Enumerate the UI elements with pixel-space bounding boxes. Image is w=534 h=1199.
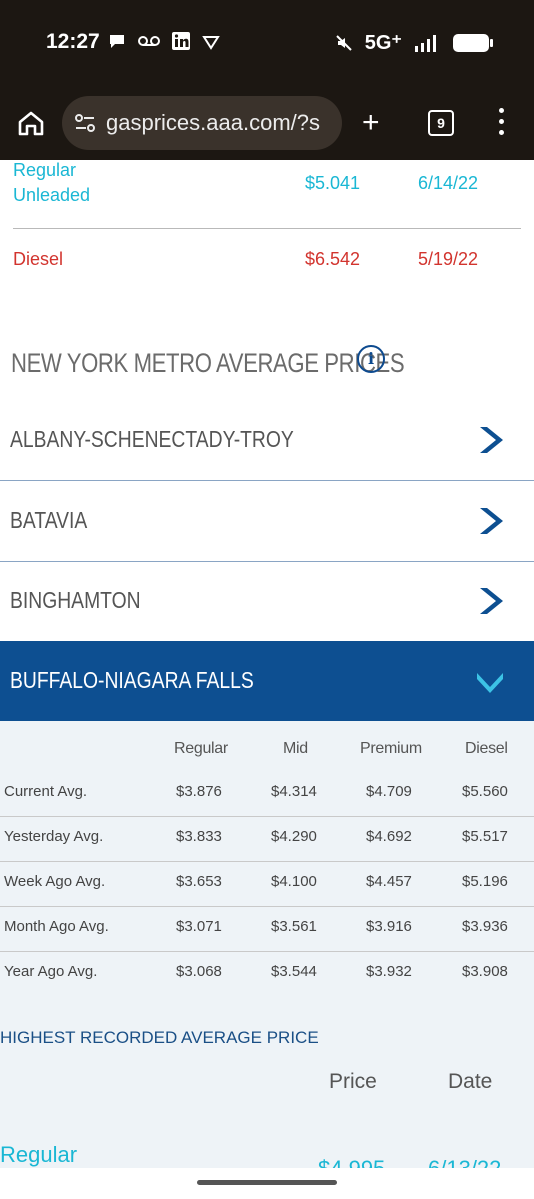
notification-icons (108, 32, 220, 50)
highest-recorded-heading: HIGHEST RECORDED AVERAGE PRICE (0, 1028, 319, 1047)
battery-icon (453, 33, 493, 52)
col-header-mid: Mid (283, 740, 308, 757)
divider (13, 228, 521, 229)
table-cell: $5.196 (462, 873, 508, 890)
metro-item-label: BUFFALO-NIAGARA FALLS (10, 667, 254, 693)
site-settings-icon[interactable] (72, 110, 98, 136)
table-row-label: Week Ago Avg. (4, 873, 106, 890)
fuel-price-diesel: $6.542 (305, 249, 361, 269)
table-cell: $3.561 (271, 918, 317, 935)
row-divider (0, 861, 534, 862)
fuel-name-line1: Regular (13, 160, 77, 180)
table-cell: $3.876 (176, 783, 222, 800)
url-text[interactable]: gasprices.aaa.com/?s (106, 110, 320, 135)
row-divider (0, 816, 534, 817)
gesture-nav-bar (0, 1168, 534, 1199)
fuel-date-regular: 6/14/22 (418, 173, 479, 193)
metro-item-batavia[interactable]: BATAVIA (0, 481, 534, 562)
new-tab-icon[interactable]: + (362, 106, 380, 139)
metro-item-binghamton[interactable]: BINGHAMTON (0, 561, 534, 642)
row-divider (0, 906, 534, 907)
metro-item-label: BATAVIA (10, 507, 88, 533)
address-bar[interactable]: gasprices.aaa.com/?s (62, 96, 342, 150)
table-row-label: Current Avg. (4, 783, 88, 800)
overflow-menu-icon[interactable] (498, 108, 506, 138)
info-icon[interactable]: i (357, 345, 385, 373)
row-divider (0, 951, 534, 952)
browser-toolbar: gasprices.aaa.com/?s + 9 (0, 88, 534, 160)
home-gesture-handle[interactable] (197, 1180, 337, 1185)
status-bar: 12:27 5G⁺ (0, 0, 534, 88)
status-time: 12:27 (46, 30, 100, 53)
metro-item-label: ALBANY-SCHENECTADY-TROY (10, 426, 294, 452)
chevron-right-icon (480, 427, 503, 453)
table-cell: $4.290 (271, 828, 317, 845)
metro-item-albany[interactable]: ALBANY-SCHENECTADY-TROY (0, 400, 534, 481)
fuel-date-diesel: 5/19/22 (418, 249, 479, 269)
message-icon (110, 35, 124, 48)
table-cell: $4.709 (366, 783, 412, 800)
table-cell: $3.916 (366, 918, 412, 935)
table-cell: $3.936 (462, 918, 508, 935)
tab-switcher-button[interactable]: 9 (428, 110, 454, 136)
highest-regular-label: Regular (0, 1142, 78, 1167)
col-header-premium: Premium (360, 740, 422, 757)
linkedin-icon (172, 32, 190, 50)
chevron-down-icon (477, 673, 503, 693)
table-cell: $3.833 (176, 828, 222, 845)
table-cell: $3.908 (462, 963, 508, 980)
metro-item-buffalo[interactable]: BUFFALO-NIAGARA FALLS (0, 641, 534, 721)
fuel-name-regular: Regular Unleaded (13, 158, 90, 208)
col-header-date: Date (448, 1070, 493, 1093)
table-cell: $5.560 (462, 783, 508, 800)
home-icon[interactable] (14, 106, 48, 140)
table-cell: $4.100 (271, 873, 317, 890)
table-cell: $4.692 (366, 828, 412, 845)
table-cell: $4.314 (271, 783, 317, 800)
table-cell: $3.071 (176, 918, 222, 935)
hotspot-icon (202, 36, 220, 50)
system-icons: 5G⁺ (335, 30, 494, 55)
fuel-price-regular: $5.041 (305, 173, 361, 193)
chevron-right-icon (480, 508, 503, 534)
fuel-name-diesel: Diesel (13, 249, 64, 269)
table-row-label: Year Ago Avg. (4, 963, 98, 980)
table-cell: $3.932 (366, 963, 412, 980)
signal-icon (415, 34, 436, 52)
table-row-label: Yesterday Avg. (4, 828, 104, 845)
col-header-diesel: Diesel (465, 740, 508, 757)
metro-heading: NEW YORK METRO AVERAGE PRICES (11, 348, 405, 378)
col-header-regular: Regular (174, 740, 228, 757)
mute-icon (336, 34, 352, 51)
table-row-label: Month Ago Avg. (4, 918, 109, 935)
col-header-price: Price (329, 1070, 377, 1093)
table-cell: $5.517 (462, 828, 508, 845)
metro-item-label: BINGHAMTON (10, 587, 141, 613)
voicemail-icon (138, 36, 160, 46)
table-cell: $4.457 (366, 873, 412, 890)
price-panel (0, 721, 534, 1199)
fuel-name-line2: Unleaded (13, 185, 91, 205)
table-cell: $3.544 (271, 963, 317, 980)
chevron-right-icon (480, 588, 503, 614)
table-cell: $3.653 (176, 873, 222, 890)
table-cell: $3.068 (176, 963, 222, 980)
network-type: 5G⁺ (364, 32, 402, 54)
